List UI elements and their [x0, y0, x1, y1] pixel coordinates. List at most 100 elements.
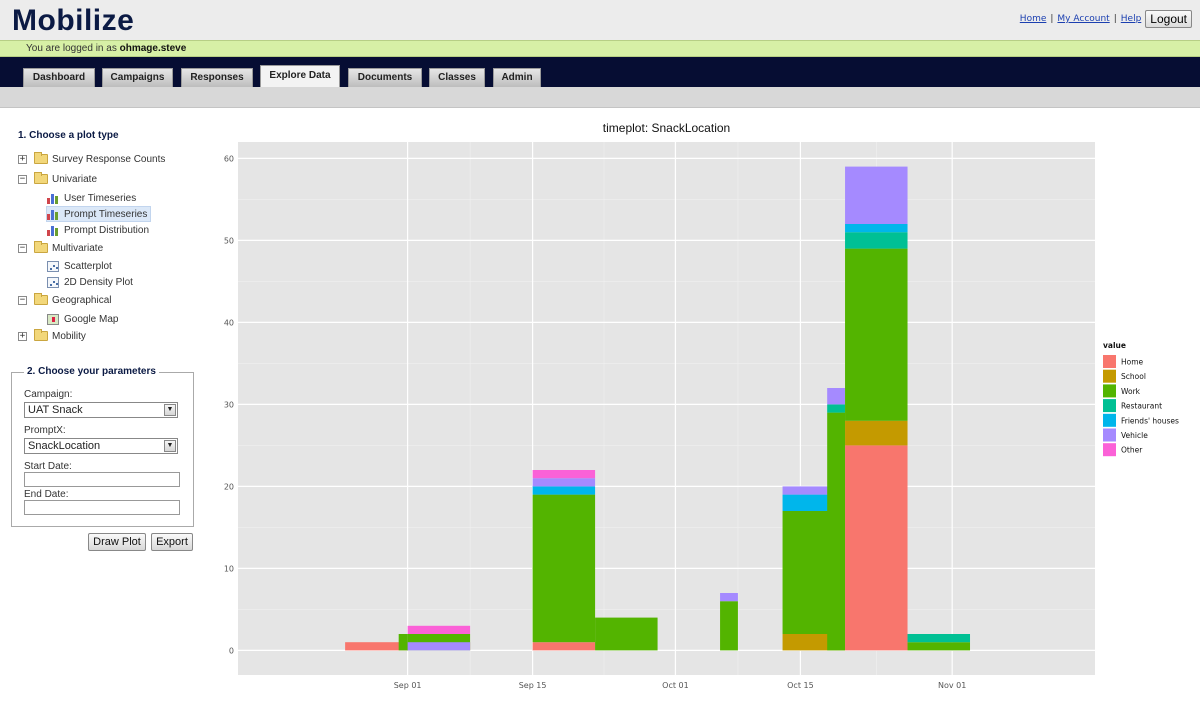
tree-item-scatterplot[interactable]: Scatterplot — [47, 258, 112, 274]
bar-segment — [720, 601, 738, 651]
x-tick-label: Sep 15 — [519, 681, 547, 690]
legend-swatch — [1103, 399, 1116, 413]
tab-admin[interactable]: Admin — [493, 68, 541, 87]
bar-segment — [532, 642, 596, 651]
link-separator: | — [1050, 14, 1054, 24]
scatterplot-icon — [47, 260, 59, 272]
x-tick-label: Nov 01 — [938, 681, 966, 690]
y-tick-label: 60 — [224, 154, 234, 163]
x-tick-label: Sep 01 — [394, 681, 422, 690]
logout-button[interactable]: Logout — [1145, 10, 1192, 28]
tab-dashboard[interactable]: Dashboard — [23, 68, 95, 87]
bar-segment — [907, 642, 971, 651]
bar-segment — [720, 593, 738, 602]
bar-segment — [532, 494, 596, 643]
bar-segment — [595, 617, 658, 651]
legend-swatch — [1103, 413, 1116, 427]
legend-swatch — [1103, 384, 1116, 398]
main-nav: Dashboard Campaigns Responses Explore Da… — [0, 57, 1200, 87]
tab-documents[interactable]: Documents — [348, 68, 422, 87]
app-header: Mobilize Home | My Account | Help Logout — [0, 0, 1200, 40]
bar-segment — [407, 642, 471, 651]
legend-title: value — [1103, 341, 1126, 350]
help-link[interactable]: Help — [1120, 14, 1142, 24]
legend-entry-label: Vehicle — [1121, 431, 1148, 440]
tree-item-survey-response-counts[interactable]: + Survey Response Counts — [18, 151, 165, 167]
y-tick-label: 30 — [224, 400, 234, 409]
tree-item-mobility[interactable]: + Mobility — [18, 328, 86, 344]
legend-entry-label: Home — [1121, 358, 1144, 367]
start-date-input[interactable] — [24, 472, 180, 487]
tree-item-label: User Timeseries — [64, 192, 137, 204]
tab-responses[interactable]: Responses — [181, 68, 253, 87]
bar-segment — [845, 248, 908, 421]
expand-icon[interactable]: + — [18, 153, 27, 164]
tree-item-label: Survey Response Counts — [52, 153, 166, 165]
x-tick-label: Oct 15 — [787, 681, 814, 690]
map-icon — [47, 313, 59, 325]
link-separator: | — [1113, 14, 1117, 24]
collapse-icon[interactable]: − — [18, 242, 27, 253]
bar-segment — [907, 634, 971, 643]
tree-item-label: Mobility — [52, 330, 86, 342]
tree-item-google-map[interactable]: Google Map — [47, 311, 118, 327]
folder-icon — [34, 152, 48, 164]
tree-item-univariate[interactable]: − Univariate — [18, 171, 97, 187]
bar-segment — [845, 166, 908, 224]
promptx-label: PromptX: — [24, 425, 66, 436]
parameters-fieldset: 2. Choose your parameters Campaign: UAT … — [11, 366, 194, 527]
legend-swatch — [1103, 428, 1116, 442]
collapse-icon[interactable]: − — [18, 173, 27, 184]
chart-title: timeplot: SnackLocation — [603, 121, 730, 135]
promptx-select[interactable]: SnackLocation ▼ — [24, 438, 178, 454]
tree-item-2d-density-plot[interactable]: 2D Density Plot — [47, 274, 133, 290]
folder-icon — [34, 172, 48, 184]
login-status-bar: You are logged in as ohmage.steve — [0, 40, 1200, 57]
y-tick-label: 40 — [224, 318, 234, 327]
barchart-icon — [47, 193, 61, 204]
username: ohmage.steve — [119, 43, 187, 54]
campaign-select[interactable]: UAT Snack ▼ — [24, 402, 178, 418]
bar-segment — [827, 412, 846, 651]
bar-segment — [845, 232, 908, 249]
tree-item-geographical[interactable]: − Geographical — [18, 292, 111, 308]
plot-panel — [238, 142, 1095, 675]
tree-item-prompt-timeseries[interactable]: Prompt Timeseries — [46, 206, 152, 222]
end-date-label: End Date: — [24, 489, 69, 500]
folder-icon — [34, 293, 48, 305]
tree-item-label: 2D Density Plot — [64, 276, 133, 288]
start-date-label: Start Date: — [24, 461, 72, 472]
collapse-icon[interactable]: − — [18, 294, 27, 305]
plot-type-heading: 1. Choose a plot type — [18, 130, 119, 141]
bar-segment — [845, 224, 908, 233]
tree-item-label: Univariate — [52, 173, 98, 185]
bar-segment — [782, 486, 846, 495]
draw-plot-button[interactable]: Draw Plot — [88, 533, 146, 551]
my-account-link[interactable]: My Account — [1057, 14, 1110, 24]
tree-item-multivariate[interactable]: − Multivariate — [18, 240, 103, 256]
tree-item-label: Prompt Distribution — [64, 224, 150, 236]
tab-campaigns[interactable]: Campaigns — [102, 68, 173, 87]
legend-entry-label: Restaurant — [1121, 402, 1162, 411]
end-date-input[interactable] — [24, 500, 180, 515]
expand-icon[interactable]: + — [18, 330, 27, 341]
home-link[interactable]: Home — [1019, 14, 1047, 24]
tree-item-user-timeseries[interactable]: User Timeseries — [47, 190, 136, 206]
tree-item-prompt-distribution[interactable]: Prompt Distribution — [47, 222, 149, 238]
login-status-text: You are logged in as — [26, 43, 117, 54]
top-links: Home | My Account | Help Logout — [1020, 10, 1192, 28]
tab-classes[interactable]: Classes — [429, 68, 485, 87]
bar-segment — [827, 388, 846, 405]
legend-entry-label: School — [1121, 372, 1146, 381]
y-tick-label: 0 — [229, 646, 234, 655]
bar-segment — [827, 404, 846, 413]
dropdown-arrow-icon[interactable]: ▼ — [164, 440, 176, 452]
dropdown-arrow-icon[interactable]: ▼ — [164, 404, 176, 416]
y-tick-label: 10 — [224, 564, 234, 573]
export-button[interactable]: Export — [151, 533, 193, 551]
bar-segment — [845, 420, 908, 446]
legend-entry-label: Friends' houses — [1121, 416, 1179, 425]
y-tick-label: 20 — [224, 482, 234, 491]
x-tick-label: Oct 01 — [662, 681, 689, 690]
tab-explore-data[interactable]: Explore Data — [260, 65, 340, 87]
